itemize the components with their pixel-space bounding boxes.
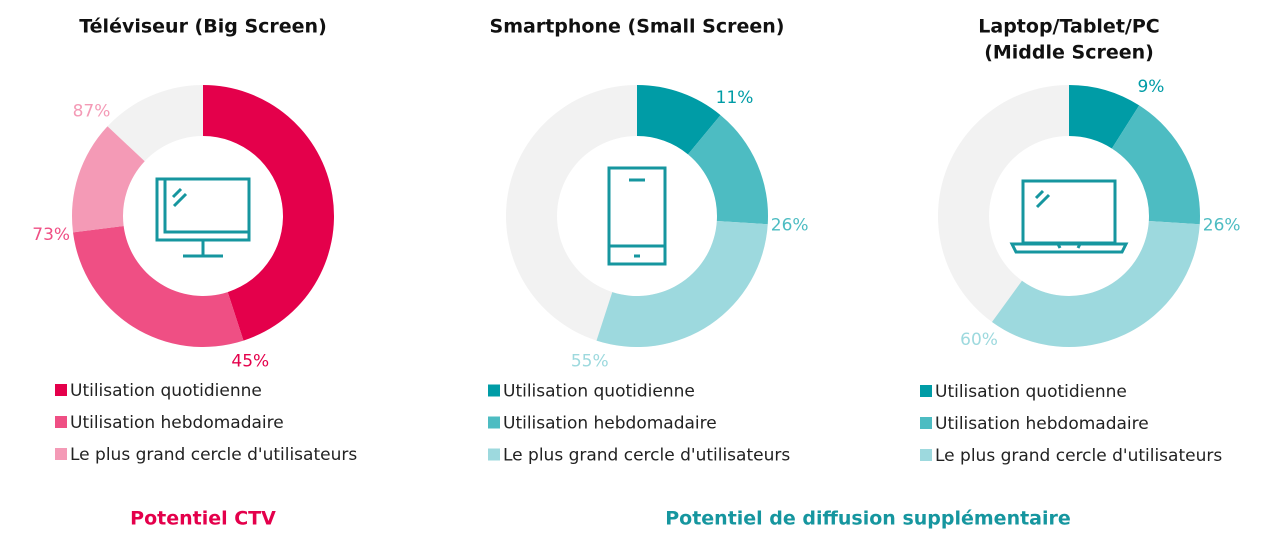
value-label: 60% xyxy=(960,330,998,350)
laptop-icon xyxy=(1009,179,1129,254)
footer-left: Potentiel CTV xyxy=(130,508,276,530)
chart-title: Téléviseur (Big Screen) xyxy=(79,16,327,38)
legend-label: Le plus grand cercle d'utilisateurs xyxy=(503,446,790,466)
value-label: 26% xyxy=(771,216,809,236)
legend-label: Utilisation quotidienne xyxy=(70,381,262,401)
value-label: 11% xyxy=(716,88,754,108)
icons xyxy=(155,166,1129,266)
tv-icon xyxy=(155,177,251,258)
legend-swatch xyxy=(920,385,932,397)
footer-right: Potentiel de diffusion supplémentaire xyxy=(665,508,1071,530)
legend-swatch xyxy=(55,384,67,396)
legend-label: Utilisation hebdomadaire xyxy=(935,414,1149,434)
donut-segment xyxy=(992,221,1200,347)
legend-swatch xyxy=(920,449,932,461)
chart-title: (Middle Screen) xyxy=(984,42,1154,64)
donut-segment xyxy=(73,226,244,347)
value-label: 73% xyxy=(32,225,70,245)
donut-segment xyxy=(687,115,769,225)
legend-label: Le plus grand cercle d'utilisateurs xyxy=(70,445,357,465)
value-label: 55% xyxy=(571,352,609,372)
donut-segment xyxy=(71,126,145,233)
donut-segment xyxy=(637,85,721,155)
legend-swatch xyxy=(55,416,67,428)
value-label: 9% xyxy=(1137,77,1164,97)
donut-segment xyxy=(203,85,334,341)
donut-segment xyxy=(1111,105,1200,225)
donut-segment xyxy=(596,221,768,347)
legend-label: Le plus grand cercle d'utilisateurs xyxy=(935,446,1222,466)
legend-swatch xyxy=(55,448,67,460)
legend-swatch xyxy=(488,448,500,461)
chart-title: Laptop/Tablet/PC xyxy=(978,16,1159,38)
donut-segment xyxy=(1069,85,1140,149)
legend-label: Utilisation hebdomadaire xyxy=(503,414,717,434)
legend-label: Utilisation hebdomadaire xyxy=(70,413,284,433)
value-label: 26% xyxy=(1203,216,1241,236)
chart-title: Smartphone (Small Screen) xyxy=(490,16,785,38)
legend-label: Utilisation quotidienne xyxy=(935,382,1127,402)
value-label: 87% xyxy=(73,101,111,121)
legend-swatch xyxy=(488,416,500,429)
legend-swatch xyxy=(920,417,932,429)
legend-swatch xyxy=(488,384,500,397)
phone-icon xyxy=(607,166,667,266)
legend-label: Utilisation quotidienne xyxy=(503,382,695,402)
value-label: 45% xyxy=(231,352,269,372)
